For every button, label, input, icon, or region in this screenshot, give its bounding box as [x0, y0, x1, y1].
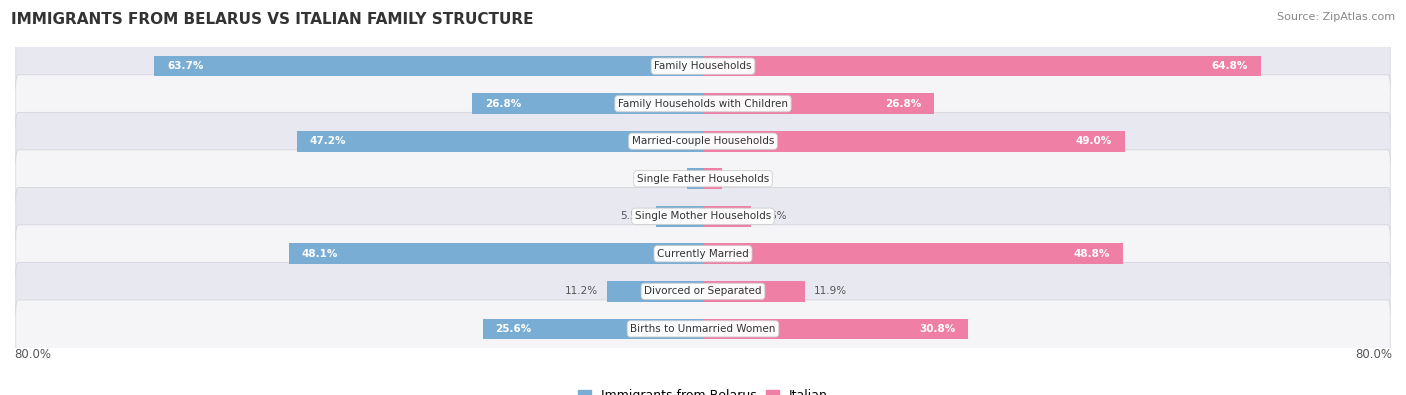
FancyBboxPatch shape	[15, 300, 1391, 358]
Text: 11.9%: 11.9%	[814, 286, 848, 296]
Text: Births to Unmarried Women: Births to Unmarried Women	[630, 324, 776, 334]
Text: 49.0%: 49.0%	[1076, 136, 1112, 146]
Bar	[472, 93, 703, 114]
Text: 47.2%: 47.2%	[309, 136, 346, 146]
Text: Single Mother Households: Single Mother Households	[636, 211, 770, 221]
Bar	[297, 131, 703, 152]
Text: 5.5%: 5.5%	[620, 211, 647, 221]
Bar	[606, 281, 703, 302]
Text: Single Father Households: Single Father Households	[637, 174, 769, 184]
Text: 26.8%: 26.8%	[485, 99, 522, 109]
Text: 25.6%: 25.6%	[495, 324, 531, 334]
Bar	[703, 168, 721, 189]
Text: 1.9%: 1.9%	[651, 174, 678, 184]
Bar	[155, 56, 703, 77]
Bar	[703, 56, 1261, 77]
FancyBboxPatch shape	[15, 225, 1391, 283]
Bar	[703, 318, 969, 339]
Bar	[703, 206, 751, 227]
FancyBboxPatch shape	[15, 75, 1391, 133]
Bar	[288, 243, 703, 264]
Text: 48.8%: 48.8%	[1074, 249, 1111, 259]
Text: 63.7%: 63.7%	[167, 61, 204, 71]
FancyBboxPatch shape	[15, 37, 1391, 95]
Text: 30.8%: 30.8%	[920, 324, 955, 334]
Bar	[655, 206, 703, 227]
Text: Married-couple Households: Married-couple Households	[631, 136, 775, 146]
Bar	[703, 131, 1125, 152]
Text: Family Households with Children: Family Households with Children	[619, 99, 787, 109]
Text: 80.0%: 80.0%	[1355, 348, 1392, 361]
Bar	[703, 243, 1123, 264]
Text: 64.8%: 64.8%	[1212, 61, 1249, 71]
FancyBboxPatch shape	[15, 187, 1391, 245]
Text: 48.1%: 48.1%	[302, 249, 337, 259]
Bar	[703, 281, 806, 302]
Bar	[703, 93, 934, 114]
Text: 11.2%: 11.2%	[565, 286, 598, 296]
Text: Divorced or Separated: Divorced or Separated	[644, 286, 762, 296]
FancyBboxPatch shape	[15, 150, 1391, 208]
Text: 26.8%: 26.8%	[884, 99, 921, 109]
Text: IMMIGRANTS FROM BELARUS VS ITALIAN FAMILY STRUCTURE: IMMIGRANTS FROM BELARUS VS ITALIAN FAMIL…	[11, 12, 534, 27]
FancyBboxPatch shape	[15, 112, 1391, 170]
Text: 80.0%: 80.0%	[14, 348, 51, 361]
FancyBboxPatch shape	[15, 262, 1391, 320]
Text: 5.6%: 5.6%	[759, 211, 786, 221]
Bar	[686, 168, 703, 189]
Text: Family Households: Family Households	[654, 61, 752, 71]
Text: Currently Married: Currently Married	[657, 249, 749, 259]
Legend: Immigrants from Belarus, Italian: Immigrants from Belarus, Italian	[574, 384, 832, 395]
Text: Source: ZipAtlas.com: Source: ZipAtlas.com	[1277, 12, 1395, 22]
Text: 2.2%: 2.2%	[731, 174, 756, 184]
Bar	[482, 318, 703, 339]
